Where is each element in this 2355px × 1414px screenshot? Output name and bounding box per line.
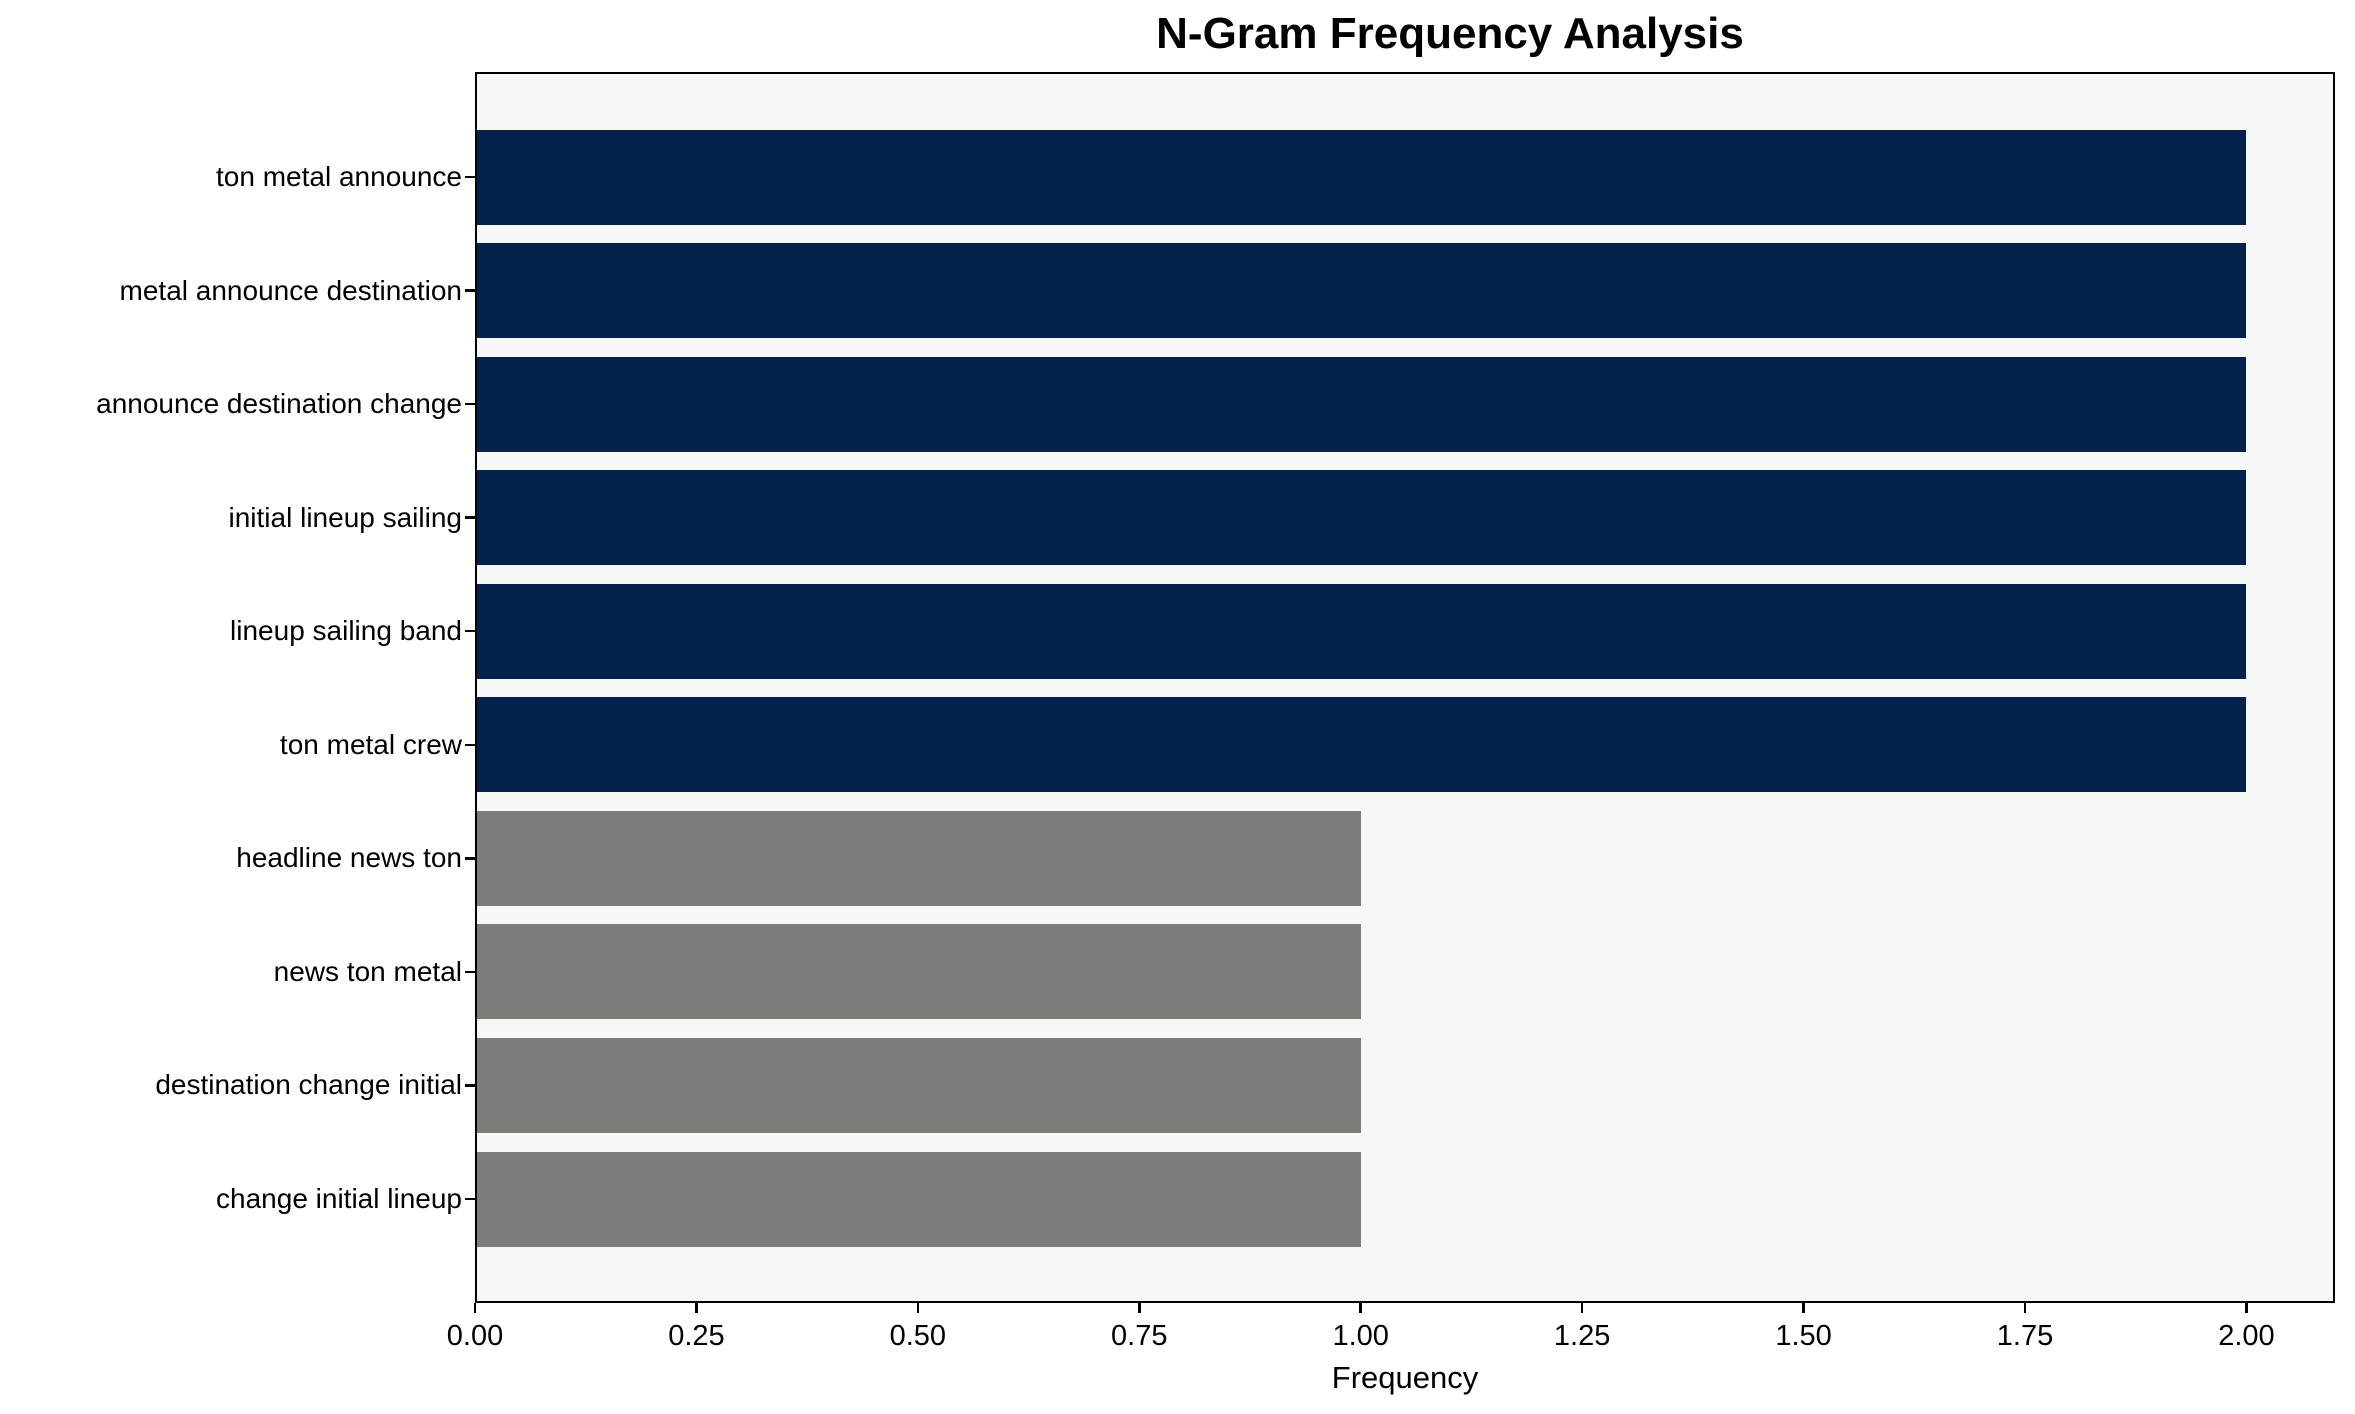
bar [475,129,2247,225]
y-tick-mark [465,402,475,406]
y-tick-label: initial lineup sailing [228,501,462,533]
y-tick-label: ton metal crew [279,728,462,760]
bar [475,243,2247,339]
x-tick-label: 0.75 [1111,1320,1168,1352]
x-tick-mark [916,1303,920,1313]
x-tick-mark [1359,1303,1362,1313]
y-tick-label: change initial lineup [216,1183,462,1215]
x-tick-mark [2023,1303,2027,1313]
y-tick-mark [465,857,475,860]
y-tick-mark [465,175,475,179]
x-tick-label: 0.25 [668,1320,725,1352]
bar [475,470,2247,566]
x-tick-mark [1138,1303,1141,1313]
y-tick-label: announce destination change [96,388,462,420]
bar [475,810,1361,906]
x-tick-label: 0.00 [446,1320,504,1352]
bar [475,697,2247,793]
y-tick-label: news ton metal [273,955,462,987]
y-tick-mark [465,516,475,519]
y-tick-mark [465,970,475,974]
x-tick-mark [695,1303,698,1313]
y-tick-label: lineup sailing band [230,615,462,647]
x-tick-label: 1.00 [1332,1320,1389,1352]
x-tick-label: 1.50 [1775,1320,1832,1352]
x-tick-label: 2.00 [2218,1320,2275,1352]
y-tick-mark [465,743,475,747]
bar [475,1037,1361,1133]
chart-title: N-Gram Frequency Analysis [1156,9,1744,58]
x-axis-label: Frequency [1331,1360,1479,1395]
x-tick-label: 1.75 [1996,1320,2054,1352]
y-tick-label: ton metal announce [216,161,462,192]
plot-area [475,72,2335,1303]
y-tick-mark [465,629,475,633]
y-tick-mark [465,1197,475,1201]
y-tick-mark [465,289,475,292]
bar [475,583,2247,679]
bar [475,924,1361,1020]
bar [475,356,2247,452]
bar [475,1151,1361,1247]
y-tick-label: destination change initial [155,1069,462,1101]
x-tick-label: 1.25 [1553,1320,1611,1352]
y-tick-label: metal announce destination [119,274,462,306]
y-tick-mark [465,1084,475,1087]
x-tick-mark [473,1303,477,1313]
x-tick-mark [1580,1303,1584,1313]
x-tick-mark [2245,1303,2248,1313]
y-tick-label: headline news ton [236,842,462,874]
x-tick-label: 0.50 [889,1320,947,1352]
x-tick-mark [1802,1303,1805,1313]
